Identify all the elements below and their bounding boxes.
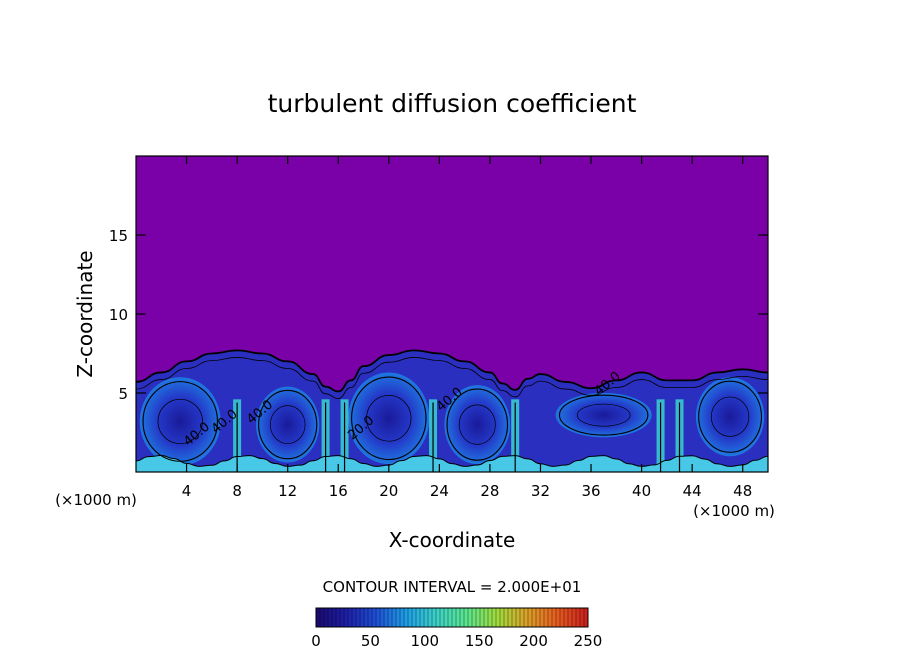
y-axis-label: Z-coordinate [73, 250, 97, 377]
contour-line-cell-5 [558, 394, 649, 436]
y-tick-label: 10 [109, 306, 128, 324]
x-tick-label: 36 [581, 482, 600, 500]
plot-area: 40.040.0 40.020.040.040.0 [136, 156, 768, 472]
x-tick-label: 48 [733, 482, 752, 500]
contour-line-inner [136, 357, 768, 399]
contour-line-cell-2 [258, 389, 318, 460]
x-axis-label: X-coordinate [389, 528, 516, 552]
colorbar-tick-label: 200 [519, 632, 548, 650]
x-tick-label: 32 [531, 482, 550, 500]
x-tick-label: 28 [480, 482, 499, 500]
turbulent-cells [139, 372, 765, 472]
x-unit-right: (×1000 m) [693, 502, 775, 520]
contour-lines [136, 349, 768, 472]
contour-line-cell-inner-6 [710, 396, 750, 437]
contour-line-cell-4 [446, 388, 509, 461]
turbulent-cell-1 [139, 377, 221, 466]
contour-line-cell-3 [351, 376, 427, 461]
contour-line-cell-inner-2 [269, 405, 306, 444]
turbulent-cell-5 [555, 393, 652, 438]
x-tick-label: 12 [278, 482, 297, 500]
x-tick-label: 20 [379, 482, 398, 500]
colorbar-tick-label: 0 [311, 632, 321, 650]
colorbar-ticks: 0 50 100 150 200 250 [311, 632, 602, 650]
colorbar-tick-label: 50 [361, 632, 380, 650]
y-tick-label: 15 [109, 227, 128, 245]
contour-line-cell-inner-4 [458, 404, 496, 445]
contour-line-top [136, 349, 768, 393]
contour-line-cell-6 [698, 380, 763, 453]
turbulent-cell-4 [444, 385, 511, 465]
contour-line-cell-inner-1 [157, 398, 203, 444]
colorbar-title: CONTOUR INTERVAL = 2.000E+01 [323, 578, 582, 596]
contour-line-cell-inner-5 [576, 403, 631, 427]
colorbar: 0 50 100 150 200 250 [311, 607, 602, 650]
y-tick-label: 5 [118, 385, 128, 403]
x-tick-label: 8 [232, 482, 242, 500]
x-tick-label: 24 [430, 482, 449, 500]
y-axis: 5 10 15 [109, 227, 768, 403]
colorbar-frame [315, 607, 589, 628]
contour-line-surface [136, 455, 768, 467]
turbulent-cell-6 [695, 377, 765, 457]
x-tick-label: 44 [683, 482, 702, 500]
x-tick-label: 16 [329, 482, 348, 500]
chart-title: turbulent diffusion coefficient [268, 89, 637, 118]
colorbar-tick-label: 150 [465, 632, 494, 650]
x-tick-label: 40 [632, 482, 651, 500]
turbulent-cell-2 [256, 386, 320, 463]
x-unit-left: (×1000 m) [55, 491, 137, 509]
x-axis: 4 8 12 16 20 24 28 32 36 40 44 48 [182, 156, 752, 500]
colorbar-tick-label: 250 [574, 632, 603, 650]
x-tick-label: 4 [182, 482, 192, 500]
turbulent-cell-3 [348, 372, 430, 465]
colorbar-stripes [319, 608, 585, 627]
colorbar-tick-label: 100 [410, 632, 439, 650]
contour-line-cell-inner-3 [366, 395, 412, 442]
